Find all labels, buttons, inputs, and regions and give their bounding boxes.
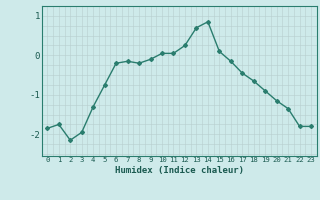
- X-axis label: Humidex (Indice chaleur): Humidex (Indice chaleur): [115, 166, 244, 175]
